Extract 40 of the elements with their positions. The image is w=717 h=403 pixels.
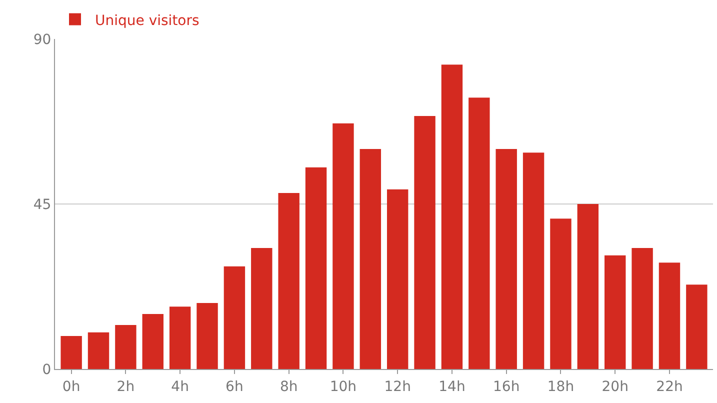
bar (577, 204, 599, 369)
x-tick-label: 0h (62, 378, 80, 395)
x-tick-label: 12h (384, 378, 411, 395)
x-tick-label: 10h (330, 378, 357, 395)
x-tick-label: 18h (547, 378, 574, 395)
bar (115, 325, 136, 369)
bar (60, 336, 82, 369)
bar (414, 116, 436, 369)
x-tick-label: 14h (438, 378, 466, 395)
x-tick-label: 16h (493, 378, 520, 395)
bar (441, 64, 463, 369)
bar (224, 266, 246, 369)
x-tick-label: 2h (116, 378, 135, 395)
bar (169, 306, 191, 369)
y-tick-label: 0 (42, 362, 52, 378)
bar (522, 152, 544, 369)
bar (550, 218, 572, 369)
bar (632, 248, 653, 369)
y-tick-label: 90 (33, 32, 52, 48)
x-tick-label: 4h (171, 378, 189, 395)
bar (251, 248, 272, 369)
bar (142, 314, 164, 369)
x-tick-label: 20h (602, 378, 628, 395)
bar (686, 284, 708, 369)
bar (278, 193, 300, 369)
legend-label: Unique visitors (95, 12, 200, 29)
bar (196, 303, 218, 369)
bar (496, 149, 517, 369)
bar (360, 149, 382, 369)
x-tick-label: 6h (226, 378, 244, 395)
bar (332, 123, 354, 369)
y-tick-label: 45 (33, 196, 52, 213)
x-tick-label: 22h (656, 378, 683, 395)
bar (88, 332, 110, 369)
x-tick-label: 8h (280, 378, 298, 395)
bar (658, 262, 680, 369)
bar (386, 189, 408, 369)
bar (604, 255, 626, 369)
bar (468, 98, 490, 369)
bar (305, 167, 327, 369)
